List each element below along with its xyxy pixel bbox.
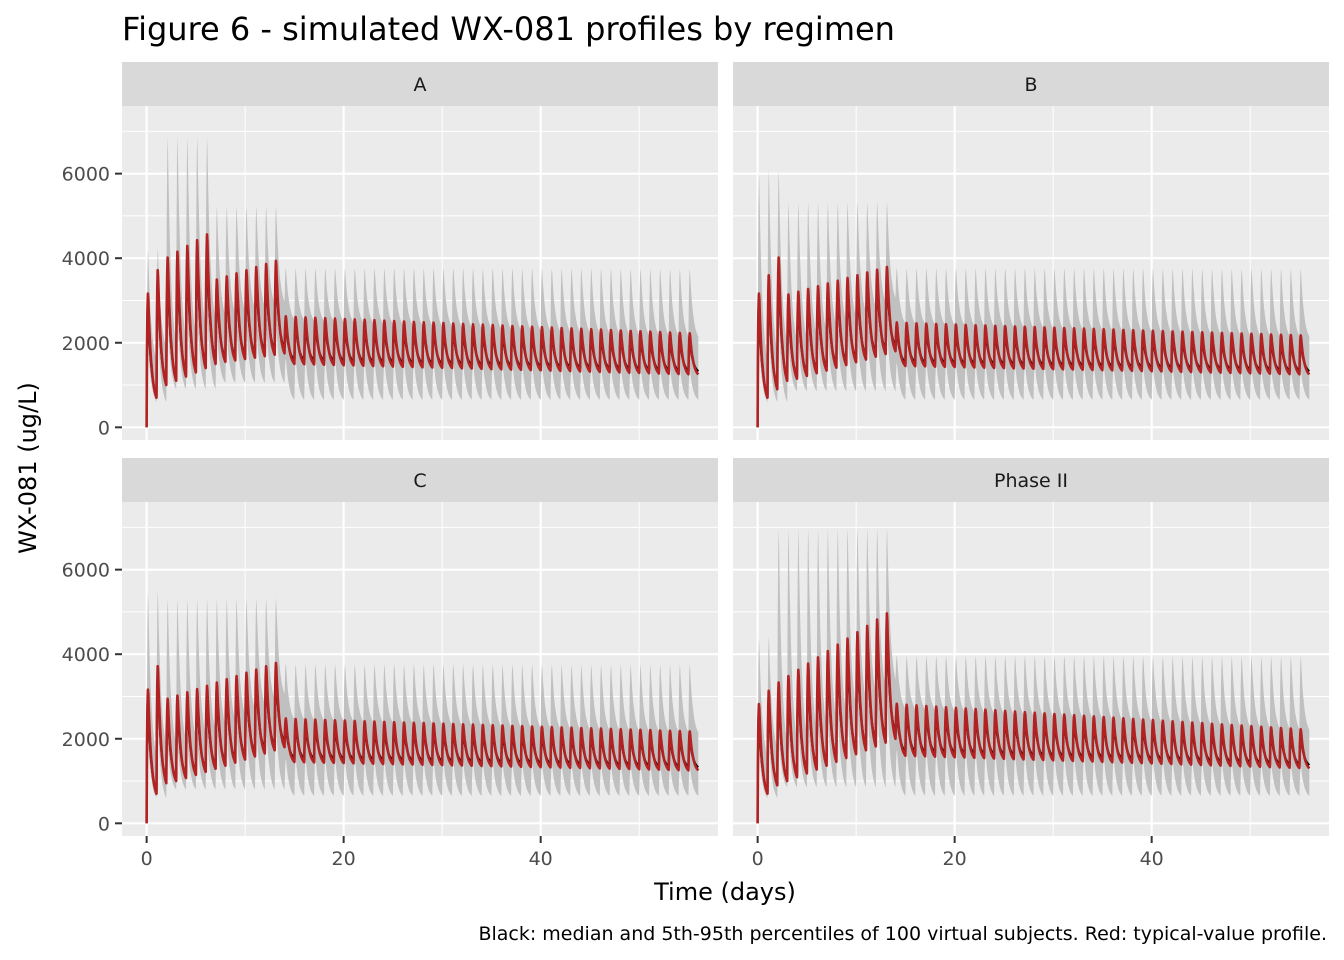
x-tick-label: 40 <box>1140 848 1164 870</box>
strip-label-b: B <box>1024 74 1037 96</box>
strip-a <box>122 62 718 106</box>
strip-label-phase-ii: Phase II <box>994 470 1068 492</box>
y-tick-label: 4000 <box>62 248 110 270</box>
y-tick-label: 2000 <box>62 729 110 751</box>
x-tick-label: 20 <box>332 848 356 870</box>
typical-value-line <box>756 256 1311 428</box>
typical-value-line <box>145 661 700 824</box>
chart-caption: Black: median and 5th-95th percentiles o… <box>478 923 1327 945</box>
panel-phase-ii: Phase II <box>733 458 1329 836</box>
shared-axes: 0 2000 4000 6000 0 2000 4000 6000 0 20 40 0 20 40 <box>62 164 1164 870</box>
y-tick-label: 6000 <box>62 164 110 186</box>
plot-title: Figure 6 - simulated WX-081 profiles by … <box>122 10 895 48</box>
panel-b: B <box>733 62 1329 440</box>
panel-data-phase-ii <box>756 527 1311 824</box>
y-tick-label: 0 <box>98 417 110 439</box>
y-axis-title: WX-081 (ug/L) <box>14 382 42 554</box>
y-tick-label: 4000 <box>62 644 110 666</box>
panel-data-c <box>145 591 700 824</box>
strip-b <box>733 62 1329 106</box>
y-tick-label: 2000 <box>62 333 110 355</box>
typical-value-line <box>756 612 1311 824</box>
y-tick-label: 6000 <box>62 560 110 582</box>
panel-data-a <box>145 136 700 428</box>
x-tick-label: 0 <box>141 848 153 870</box>
strip-label-c: C <box>413 470 426 492</box>
x-tick-label: 20 <box>943 848 967 870</box>
x-tick-label: 0 <box>752 848 764 870</box>
panel-data-b <box>756 170 1311 428</box>
typical-value-line <box>145 233 700 428</box>
x-axis-title: Time (days) <box>653 878 796 906</box>
facet-panels: A B C Phase II <box>122 62 1329 836</box>
x-tick-label: 40 <box>529 848 553 870</box>
panel-c: C <box>122 458 718 836</box>
panel-a: A <box>122 62 718 440</box>
strip-c <box>122 458 718 502</box>
y-tick-label: 0 <box>98 813 110 835</box>
strip-phase-ii <box>733 458 1329 502</box>
strip-label-a: A <box>414 74 427 96</box>
